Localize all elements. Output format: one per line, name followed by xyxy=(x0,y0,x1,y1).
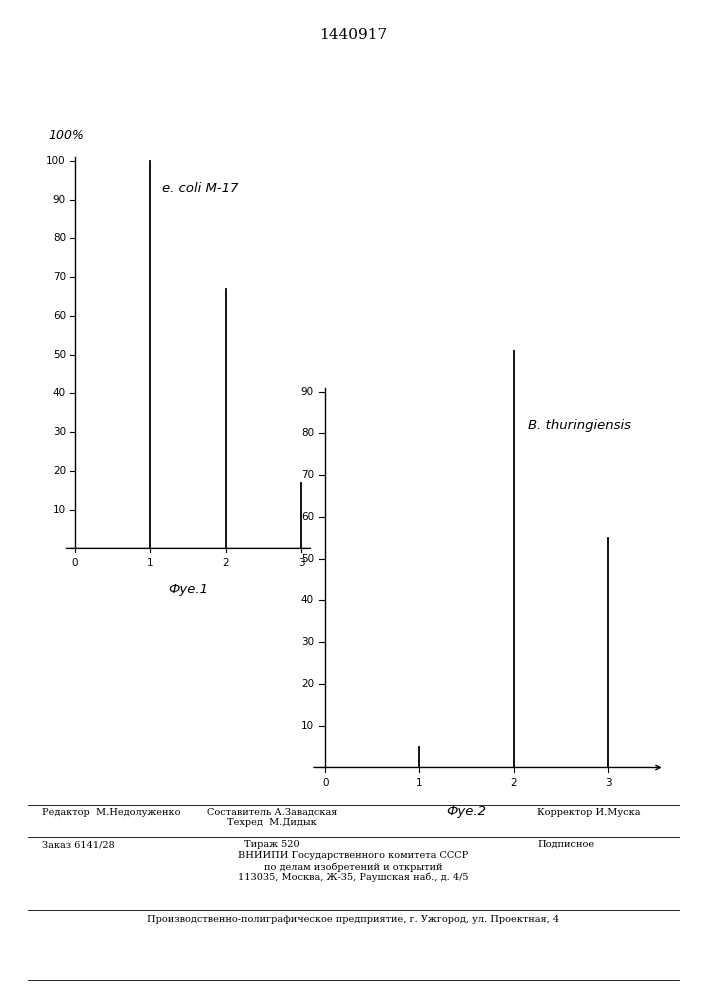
Text: Техред  М.Дидык: Техред М.Дидык xyxy=(228,818,317,827)
Text: 20: 20 xyxy=(300,679,314,689)
Text: 2: 2 xyxy=(223,558,229,568)
Text: Редактор  М.Недолуженко: Редактор М.Недолуженко xyxy=(42,808,181,817)
Text: 70: 70 xyxy=(300,470,314,480)
Text: Корректор И.Муска: Корректор И.Муска xyxy=(537,808,641,817)
Text: 30: 30 xyxy=(53,427,66,437)
Text: 100%: 100% xyxy=(49,129,84,142)
Text: 90: 90 xyxy=(53,195,66,205)
Text: Фуе.2: Фуе.2 xyxy=(447,805,486,818)
Text: 3: 3 xyxy=(604,778,612,788)
Text: 80: 80 xyxy=(300,428,314,438)
Text: 50: 50 xyxy=(300,554,314,564)
Text: 40: 40 xyxy=(300,595,314,605)
Text: 80: 80 xyxy=(53,233,66,243)
Text: Заказ 6141/28: Заказ 6141/28 xyxy=(42,840,115,849)
Text: Подписное: Подписное xyxy=(537,840,595,849)
Text: 113035, Москва, Ж-35, Раушская наб., д. 4/5: 113035, Москва, Ж-35, Раушская наб., д. … xyxy=(238,873,469,882)
Text: 1: 1 xyxy=(416,778,423,788)
Text: 10: 10 xyxy=(300,721,314,731)
Text: 10: 10 xyxy=(53,505,66,515)
Text: Фуе.1: Фуе.1 xyxy=(168,583,208,596)
Text: 100: 100 xyxy=(46,156,66,166)
Text: 3: 3 xyxy=(298,558,305,568)
Text: 50: 50 xyxy=(53,350,66,360)
Text: 0: 0 xyxy=(71,558,78,568)
Text: 1: 1 xyxy=(147,558,153,568)
Text: 2: 2 xyxy=(510,778,517,788)
Text: 60: 60 xyxy=(53,311,66,321)
Text: по делам изобретений и открытий: по делам изобретений и открытий xyxy=(264,862,443,871)
Text: 20: 20 xyxy=(53,466,66,476)
Text: 0: 0 xyxy=(322,778,329,788)
Text: B. thuringiensis: B. thuringiensis xyxy=(528,419,631,432)
Text: 1440917: 1440917 xyxy=(320,28,387,42)
Text: ВНИИПИ Государственного комитета СССР: ВНИИПИ Государственного комитета СССР xyxy=(238,851,469,860)
Text: Производственно-полиграфическое предприятие, г. Ужгород, ул. Проектная, 4: Производственно-полиграфическое предприя… xyxy=(148,915,559,924)
Text: 30: 30 xyxy=(300,637,314,647)
Text: 70: 70 xyxy=(53,272,66,282)
Text: 90: 90 xyxy=(300,387,314,397)
Text: 40: 40 xyxy=(53,388,66,398)
Text: Составитель А.Завадская: Составитель А.Завадская xyxy=(207,808,337,817)
Text: Тираж 520: Тираж 520 xyxy=(245,840,300,849)
Text: 60: 60 xyxy=(300,512,314,522)
Text: e. coli M-17: e. coli M-17 xyxy=(162,182,238,195)
